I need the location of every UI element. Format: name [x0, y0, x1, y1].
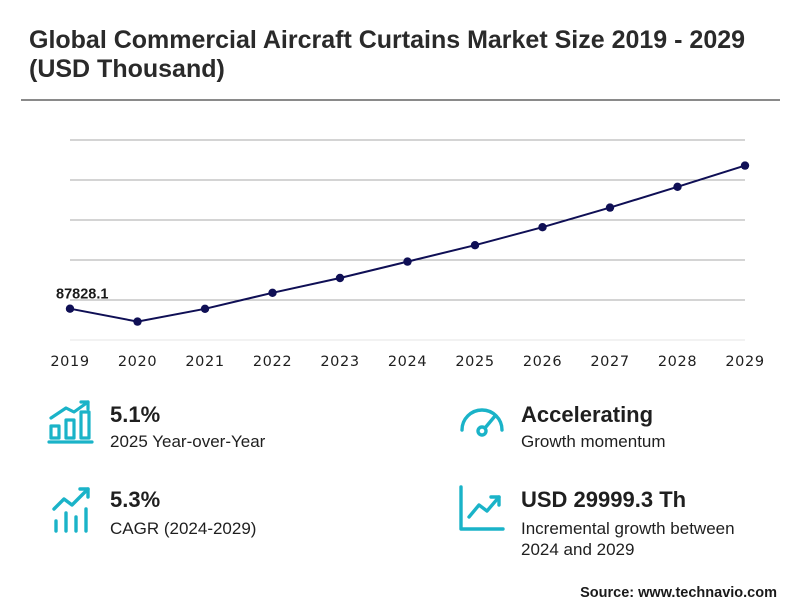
data-point-2027 [605, 203, 615, 212]
data-point-2026 [538, 223, 547, 232]
x-tick-label: 2024 [388, 354, 427, 370]
stat-description: 2025 Year-over-Year [110, 432, 266, 451]
x-tick-label: 2029 [725, 354, 764, 370]
x-tick-label: 2022 [253, 354, 292, 370]
stat-value: USD 29999.3 Th [521, 487, 687, 512]
series-line-group [65, 161, 750, 326]
data-point-2019 [65, 304, 75, 313]
stat-yoy: 5.1% 2025 Year-over-Year [46, 398, 386, 458]
stat-momentum: Accelerating Growth momentum [457, 398, 777, 458]
gridlines [70, 139, 745, 341]
x-tick-label: 2027 [590, 354, 629, 370]
line-chart: 87828.1 2019 2020 2021 2022 2023 2024 2025 2026… [50, 139, 764, 370]
growth-chart-icon [52, 487, 90, 533]
stat-cagr: 5.3% CAGR (2024-2029) [50, 483, 390, 543]
data-point-2029 [740, 161, 750, 170]
series-line [69, 164, 746, 323]
stat-description: CAGR (2024-2029) [110, 519, 257, 538]
x-tick-label: 2028 [658, 354, 697, 370]
stat-incremental: USD 29999.3 Th Incremental growth betwee… [457, 483, 777, 563]
x-tick-label: 2020 [118, 354, 157, 370]
data-point-2028 [673, 182, 682, 191]
data-label: 87828.1 [56, 287, 108, 303]
speedometer-icon [460, 408, 504, 437]
stat-description: Growth momentum [521, 432, 666, 451]
stat-value: Accelerating [521, 402, 654, 427]
x-axis-ticks: 2019 2020 2021 2022 2023 2024 2025 2026 2027 2028… [50, 354, 764, 370]
trend-chart-icon [459, 485, 505, 531]
x-tick-label: 2025 [455, 354, 494, 370]
stat-description: Incremental growth between 2024 and 2029 [521, 519, 735, 559]
data-point-2020 [133, 317, 142, 326]
data-point-2025 [470, 241, 480, 250]
title-divider [21, 99, 780, 101]
stat-value: 5.3% [110, 487, 161, 512]
data-labels: 87828.1 [56, 287, 108, 303]
x-tick-label: 2021 [185, 354, 224, 370]
x-tick-label: 2023 [320, 354, 359, 370]
data-point-2021 [200, 304, 210, 313]
chart-title: Global Commercial Aircraft Curtains Mark… [29, 26, 746, 83]
data-point-2024 [403, 257, 412, 266]
source-note: Source: www.technavio.com [580, 585, 777, 601]
bar-chart-growth-icon [47, 400, 94, 444]
stat-value: 5.1% [110, 402, 161, 427]
x-tick-label: 2026 [523, 354, 562, 370]
data-point-2023 [335, 273, 345, 283]
data-point-2022 [268, 288, 277, 297]
x-tick-label: 2019 [50, 354, 89, 370]
